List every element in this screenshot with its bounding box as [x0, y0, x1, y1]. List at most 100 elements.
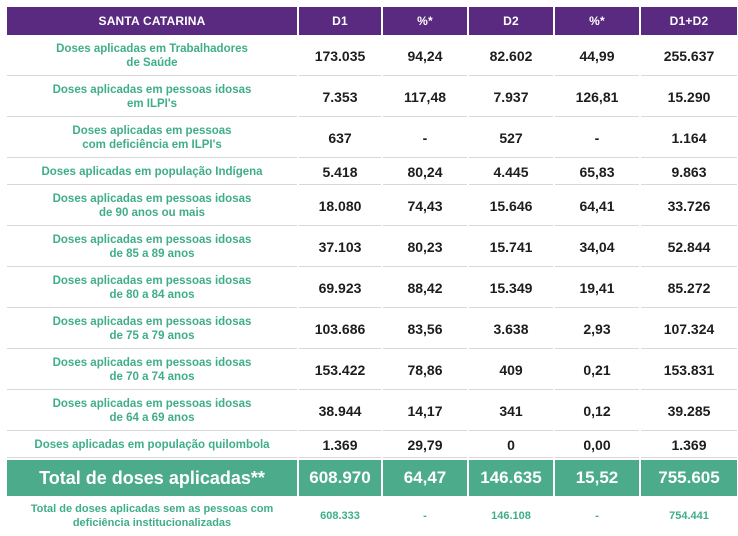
cell-d2: 3.638 [469, 310, 553, 349]
row-label: Doses aplicadas em pessoas idosas de 90 a… [7, 187, 297, 226]
footer-row: Total de doses aplicadas sem as pessoas … [7, 498, 737, 534]
cell-percent-d2: 126,81 [555, 78, 639, 117]
cell-percent-d1: 80,24 [383, 160, 467, 185]
cell-total: 15.290 [641, 78, 737, 117]
table-row: Doses aplicadas em pessoas idosas de 70 a… [7, 351, 737, 390]
cell-d1: 637 [299, 119, 381, 158]
header-d1-plus-d2: D1+D2 [641, 7, 737, 35]
cell-percent-d2: 64,41 [555, 187, 639, 226]
cell-d2: 15.646 [469, 187, 553, 226]
footer-percent-d1: - [423, 510, 427, 522]
total-percent-d2: 15,52 [555, 460, 639, 496]
cell-percent-d2: 44,99 [555, 37, 639, 76]
cell-total: 255.637 [641, 37, 737, 76]
row-label: Doses aplicadas em população Indígena [7, 160, 297, 185]
footer-d1-plus-d2: 754.441 [669, 510, 709, 522]
row-label: Doses aplicadas em pessoas idosas de 80 a… [7, 269, 297, 308]
total-row: Total de doses aplicadas** 608.970 64,47… [7, 460, 737, 496]
header-d1: D1 [299, 7, 381, 35]
cell-percent-d1: 88,42 [383, 269, 467, 308]
cell-percent-d2: 34,04 [555, 228, 639, 267]
cell-total: 1.164 [641, 119, 737, 158]
row-label: Doses aplicadas em pessoas com deficiênci… [7, 119, 297, 158]
cell-percent-d1: 74,43 [383, 187, 467, 226]
cell-d1: 69.923 [299, 269, 381, 308]
cell-d1: 103.686 [299, 310, 381, 349]
table-header: SANTA CATARINA D1 %* D2 %* D1+D2 [7, 7, 737, 35]
cell-total: 33.726 [641, 187, 737, 226]
table-row: Doses aplicadas em pessoas idosas de 90 a… [7, 187, 737, 226]
table-row: Doses aplicadas em pessoas idosas de 80 a… [7, 269, 737, 308]
cell-d2: 409 [469, 351, 553, 390]
cell-percent-d1: 29,79 [383, 433, 467, 458]
cell-d2: 82.602 [469, 37, 553, 76]
cell-percent-d1: 14,17 [383, 392, 467, 431]
total-percent-d1: 64,47 [383, 460, 467, 496]
cell-d2: 341 [469, 392, 553, 431]
vaccination-doses-table: SANTA CATARINA D1 %* D2 %* D1+D2 Doses a… [5, 5, 738, 536]
header-state: SANTA CATARINA [7, 7, 297, 35]
cell-total: 52.844 [641, 228, 737, 267]
table-row: Doses aplicadas em pessoas idosas de 75 a… [7, 310, 737, 349]
table-body: Doses aplicadas em Trabalhadores de Saúde… [7, 37, 737, 534]
cell-percent-d2: 0,21 [555, 351, 639, 390]
cell-d2: 527 [469, 119, 553, 158]
row-label: Doses aplicadas em pessoas idosas de 64 a… [7, 392, 297, 431]
cell-total: 107.324 [641, 310, 737, 349]
cell-percent-d1: 117,48 [383, 78, 467, 117]
cell-d2: 7.937 [469, 78, 553, 117]
row-label: Doses aplicadas em pessoas idosas de 75 a… [7, 310, 297, 349]
cell-percent-d1: 80,23 [383, 228, 467, 267]
row-label: Doses aplicadas em pessoas idosas de 85 a… [7, 228, 297, 267]
cell-d1: 173.035 [299, 37, 381, 76]
row-label: Doses aplicadas em população quilombola [7, 433, 297, 458]
table-row: Doses aplicadas em pessoas idosas de 85 a… [7, 228, 737, 267]
header-d2: D2 [469, 7, 553, 35]
header-row: SANTA CATARINA D1 %* D2 %* D1+D2 [7, 7, 737, 35]
table-row: Doses aplicadas em população quilombola … [7, 433, 737, 458]
cell-total: 153.831 [641, 351, 737, 390]
cell-total: 85.272 [641, 269, 737, 308]
footer-d2: 146.108 [491, 510, 531, 522]
cell-percent-d2: 0,12 [555, 392, 639, 431]
cell-d1: 37.103 [299, 228, 381, 267]
cell-d1: 18.080 [299, 187, 381, 226]
cell-d2: 15.741 [469, 228, 553, 267]
total-d1: 608.970 [299, 460, 381, 496]
total-d2: 146.635 [469, 460, 553, 496]
header-percent-d2: %* [555, 7, 639, 35]
cell-percent-d1: 83,56 [383, 310, 467, 349]
footer-row-label: Total de doses aplicadas sem as pessoas … [30, 503, 274, 529]
cell-percent-d2: 0,00 [555, 433, 639, 458]
header-percent-d1: %* [383, 7, 467, 35]
table-row: Doses aplicadas em pessoas idosas de 64 a… [7, 392, 737, 431]
table-row: Doses aplicadas em população Indígena 5.… [7, 160, 737, 185]
cell-total: 1.369 [641, 433, 737, 458]
cell-d2: 0 [469, 433, 553, 458]
cell-percent-d2: - [555, 119, 639, 158]
row-label: Doses aplicadas em pessoas idosas de 70 a… [7, 351, 297, 390]
cell-d1: 7.353 [299, 78, 381, 117]
cell-percent-d2: 65,83 [555, 160, 639, 185]
cell-percent-d2: 19,41 [555, 269, 639, 308]
cell-percent-d2: 2,93 [555, 310, 639, 349]
cell-d1: 1.369 [299, 433, 381, 458]
cell-percent-d1: 78,86 [383, 351, 467, 390]
cell-d2: 4.445 [469, 160, 553, 185]
footer-d1: 608.333 [320, 510, 360, 522]
cell-percent-d1: 94,24 [383, 37, 467, 76]
cell-total: 39.285 [641, 392, 737, 431]
total-d1-plus-d2: 755.605 [641, 460, 737, 496]
cell-d1: 5.418 [299, 160, 381, 185]
table-row: Doses aplicadas em pessoas com deficiênci… [7, 119, 737, 158]
cell-d2: 15.349 [469, 269, 553, 308]
table-row: Doses aplicadas em Trabalhadores de Saúde… [7, 37, 737, 76]
cell-d1: 153.422 [299, 351, 381, 390]
cell-total: 9.863 [641, 160, 737, 185]
cell-d1: 38.944 [299, 392, 381, 431]
cell-percent-d1: - [383, 119, 467, 158]
total-row-label: Total de doses aplicadas** [7, 460, 297, 496]
row-label: Doses aplicadas em Trabalhadores de Saúde [7, 37, 297, 76]
table-row: Doses aplicadas em pessoas idosas em ILPI… [7, 78, 737, 117]
